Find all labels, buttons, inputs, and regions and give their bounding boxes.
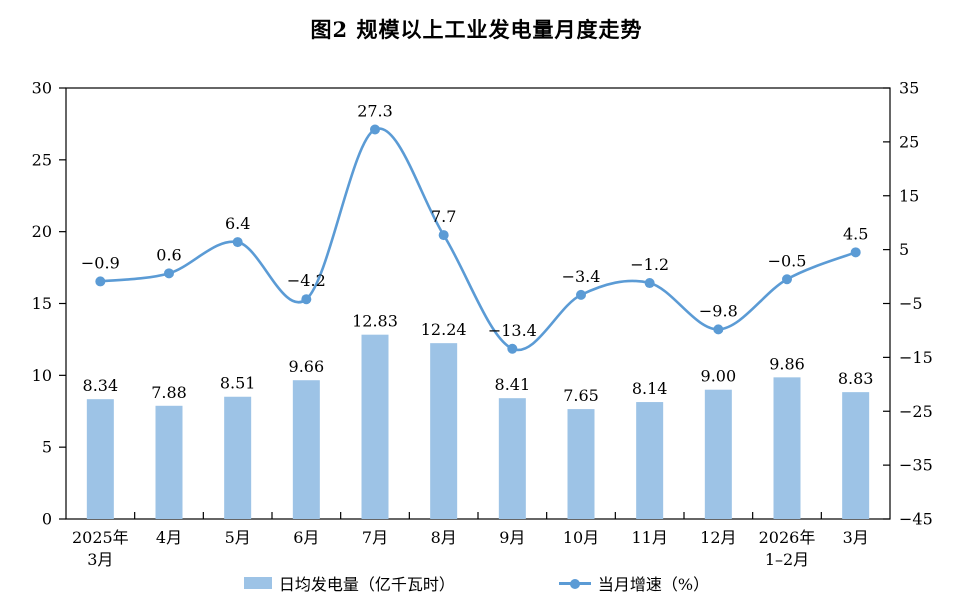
bar [224, 396, 252, 519]
bar [155, 405, 183, 519]
bar [430, 343, 458, 519]
bar [86, 399, 114, 519]
line-point [850, 247, 861, 258]
y-axis-left-label: 30 [32, 79, 52, 98]
legend-item-line-series: 当月增速（%） [558, 571, 710, 595]
bar [292, 380, 320, 519]
line-point [507, 343, 518, 354]
x-axis-label: 8月 [431, 528, 457, 547]
bar-series-swatch-icon [243, 577, 272, 589]
bar-value-label: 9.00 [701, 367, 737, 386]
chart-title: 图2 规模以上工业发电量月度走势 [310, 17, 643, 42]
y-axis-left-label: 0 [42, 510, 52, 529]
line-point [95, 276, 106, 287]
x-axis-label: 2025年 3月 [72, 528, 129, 569]
line-point [164, 268, 174, 279]
bar [567, 409, 595, 519]
line-point [370, 124, 380, 135]
x-axis-label: 5月 [225, 528, 251, 547]
chart-legend: 日均发电量（亿千瓦时） 当月增速（%） [0, 571, 953, 595]
bar-value-label: 12.24 [421, 320, 467, 339]
line-value-label: −0.9 [81, 253, 120, 272]
bar [361, 334, 389, 519]
y-axis-right-label: −5 [899, 294, 923, 313]
line-value-label: −3.4 [562, 267, 601, 286]
x-axis-label: 9月 [499, 528, 525, 547]
line-point [782, 274, 792, 285]
x-axis-label: 4月 [156, 528, 182, 547]
y-axis-right-label: −25 [899, 402, 933, 421]
y-axis-right-label: 25 [899, 132, 919, 151]
bar-value-label: 8.34 [83, 376, 119, 395]
bar-value-label: 8.41 [495, 375, 531, 394]
bar [842, 392, 870, 519]
line-value-label: −0.5 [768, 251, 807, 270]
y-axis-left-label: 20 [32, 222, 52, 241]
x-axis-label: 11月 [631, 528, 667, 547]
y-axis-right-label: −45 [899, 510, 933, 529]
bar-value-label: 12.83 [352, 312, 398, 331]
legend-item-bar-series: 日均发电量（亿千瓦时） [243, 571, 455, 595]
line-value-label: 6.4 [225, 214, 250, 233]
bar [773, 377, 801, 519]
x-axis-label: 7月 [362, 528, 388, 547]
x-axis-label: 3月 [843, 528, 869, 547]
line-value-label: 27.3 [357, 101, 393, 120]
y-axis-left-label: 15 [32, 294, 52, 313]
line-point [713, 324, 724, 335]
line-point [301, 294, 312, 305]
bar-value-label: 8.14 [632, 379, 668, 398]
bar [704, 389, 732, 519]
line-value-label: 4.5 [843, 224, 868, 243]
bar [498, 398, 526, 519]
line-point [576, 289, 586, 300]
line-value-label: −13.4 [488, 321, 537, 340]
y-axis-right-label: 15 [899, 186, 919, 205]
line-point [438, 230, 449, 241]
y-axis-left-label: 25 [32, 150, 52, 169]
y-axis-right-label: 5 [899, 240, 909, 259]
bar-value-label: 8.83 [838, 369, 874, 388]
y-axis-right-label: 35 [899, 79, 919, 98]
line-point [232, 237, 243, 248]
line-value-label: 0.6 [156, 245, 181, 264]
bar-value-label: 8.51 [220, 374, 256, 393]
y-axis-left-label: 5 [42, 438, 52, 457]
x-axis-label: 12月 [700, 528, 736, 547]
growth-line [100, 127, 857, 352]
legend-bar-label: 日均发电量（亿千瓦时） [278, 575, 455, 594]
x-axis-label: 6月 [293, 528, 319, 547]
line-series-swatch-icon [558, 577, 591, 589]
bar-value-label: 7.88 [151, 383, 187, 402]
bar-value-label: 7.65 [563, 386, 599, 405]
x-axis-label: 2026年 1–2月 [759, 528, 816, 569]
bar-value-label: 9.86 [769, 354, 805, 373]
line-value-label: −9.8 [699, 301, 738, 320]
line-value-label: −4.2 [287, 271, 326, 290]
legend-line-label: 当月增速（%） [597, 575, 710, 594]
bar [636, 402, 664, 519]
y-axis-right-label: −15 [899, 348, 933, 367]
y-axis-left-label: 10 [32, 366, 52, 385]
bar-value-label: 9.66 [289, 357, 325, 376]
x-axis-label: 10月 [563, 528, 599, 547]
line-value-label: −1.2 [630, 255, 669, 274]
line-point [644, 278, 655, 289]
y-axis-right-label: −35 [899, 456, 933, 475]
line-value-label: 7.7 [431, 207, 456, 226]
